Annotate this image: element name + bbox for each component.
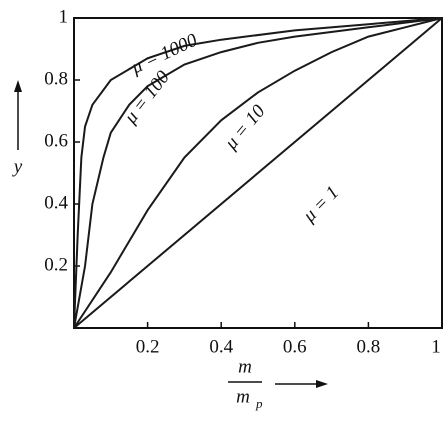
curve-label: μ = 1000 xyxy=(128,29,202,78)
x-tick-label: 0.4 xyxy=(209,336,233,357)
curve xyxy=(73,17,443,329)
x-tick-label: 1 xyxy=(431,336,441,357)
curve-label: μ = 100 xyxy=(120,67,175,129)
y-axis-label: y xyxy=(12,156,23,177)
y-tick-label: 0.4 xyxy=(44,192,68,213)
y-tick-label: 0.8 xyxy=(44,68,68,89)
curve xyxy=(73,17,443,329)
y-tick-label: 0.6 xyxy=(44,130,68,151)
x-axis-arrowhead xyxy=(316,380,328,388)
x-tick-label: 0.2 xyxy=(136,336,160,357)
x-tick-label: 0.6 xyxy=(283,336,307,357)
plot-frame xyxy=(73,17,443,329)
curve-label: μ = 1 xyxy=(298,182,343,227)
y-tick-label: 1 xyxy=(59,6,69,27)
y-axis-arrowhead xyxy=(14,80,22,92)
x-axis-label-denominator: m xyxy=(236,386,250,407)
curve xyxy=(73,17,443,329)
x-axis-label-numerator: m xyxy=(238,356,252,377)
x-axis-label-subscript: p xyxy=(255,396,263,411)
y-tick-label: 0.2 xyxy=(44,254,68,275)
curve-label: μ = 10 xyxy=(220,101,270,155)
x-tick-label: 0.8 xyxy=(357,336,381,357)
curve xyxy=(73,17,443,329)
